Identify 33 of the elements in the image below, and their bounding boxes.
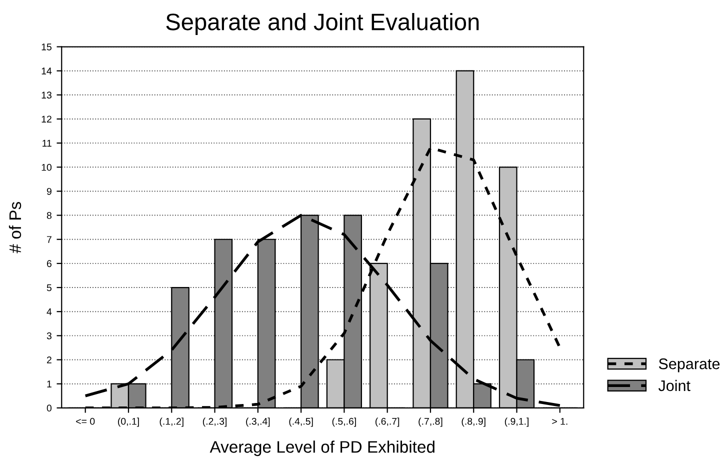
x-tick-label: (.3,.4] (246, 418, 270, 427)
y-tick-label: 15 (42, 44, 52, 50)
x-tick-label: (.9,1.] (504, 418, 528, 427)
y-tick-label: 14 (42, 68, 52, 74)
x-tick-label: (.8,.9] (462, 418, 486, 427)
y-tick-label: 4 (46, 308, 52, 316)
x-tick-label: (.5,.6] (332, 418, 356, 427)
x-tick-label: (.4,.5] (289, 418, 313, 427)
x-tick-label: (.6,.7] (376, 418, 400, 427)
y-tick-label: 0 (46, 404, 52, 412)
legend-label: Joint (658, 380, 690, 392)
y-tick-label: 13 (42, 92, 52, 99)
x-tick-label: (0,.1] (118, 418, 139, 427)
y-axis-title: # of Ps (8, 202, 22, 254)
x-axis-title: Average Level of PD Exhibited (210, 440, 434, 456)
y-tick-label: 12 (42, 116, 52, 123)
y-tick-label: 8 (46, 212, 52, 219)
x-tick-label: (.1,.2] (160, 418, 184, 427)
legend-label: Separate (658, 358, 720, 372)
x-tick-label: (.7,.8] (418, 418, 442, 427)
y-tick-label: 1 (47, 380, 52, 388)
y-tick-label: 7 (46, 236, 52, 243)
y-tick-label: 11 (42, 140, 52, 147)
x-tick-label: <= 0 (76, 418, 95, 425)
y-tick-label: 3 (46, 332, 52, 340)
y-tick-label: 5 (46, 284, 52, 292)
x-tick-label: (.2,.3] (202, 418, 227, 427)
y-tick-label: 9 (46, 188, 52, 195)
y-tick-label: 2 (46, 356, 52, 364)
y-tick-label: 10 (42, 164, 52, 171)
x-tick-label: > 1. (552, 418, 568, 425)
y-tick-label: 6 (46, 260, 52, 268)
chart-title: Separate and Joint Evaluation (166, 12, 479, 35)
